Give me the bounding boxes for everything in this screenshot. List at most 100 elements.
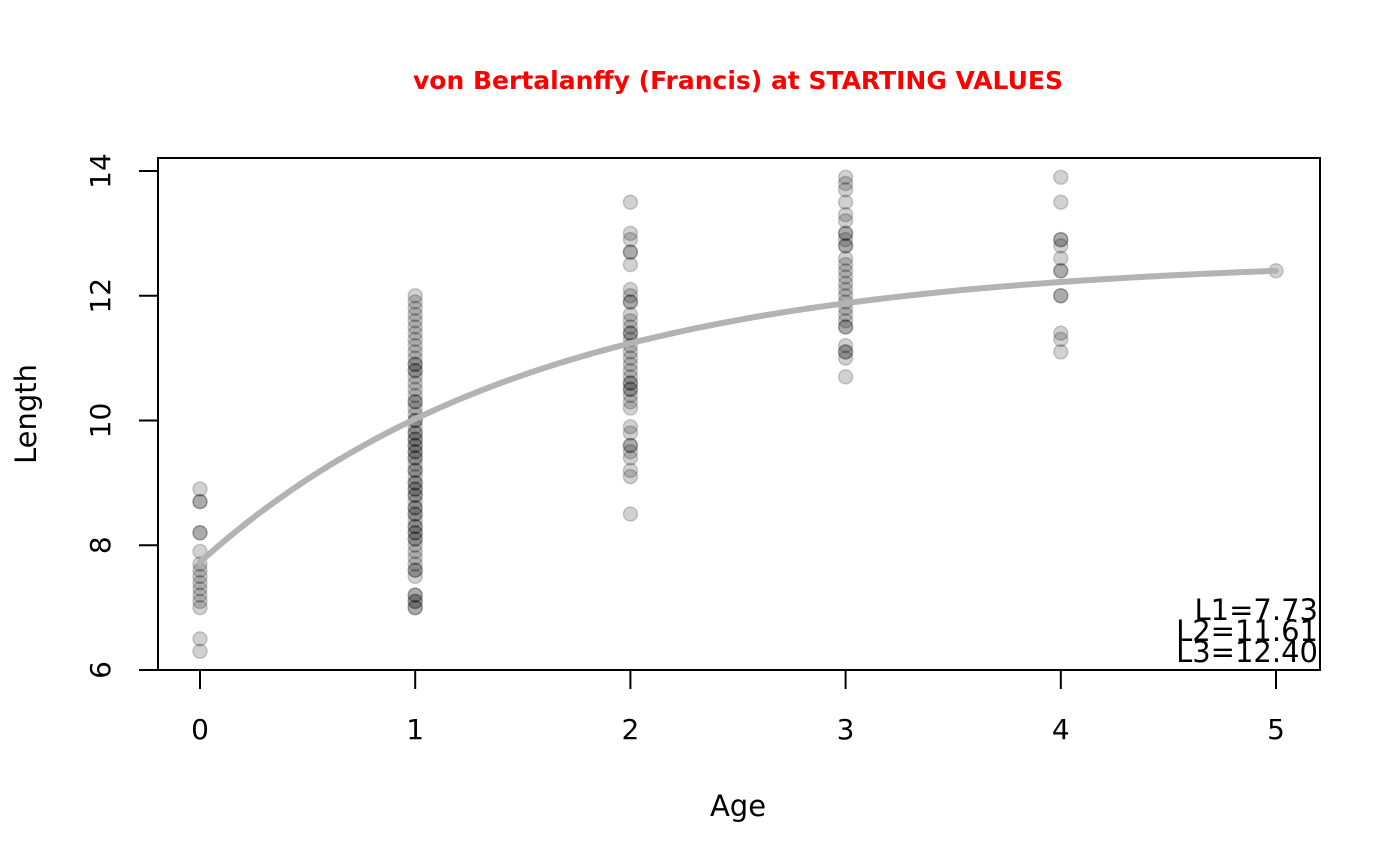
scatter-point xyxy=(407,587,423,603)
x-axis: 0 1 2 3 4 5 xyxy=(191,669,1285,746)
scatter-point xyxy=(837,231,854,248)
scatter-point xyxy=(1053,263,1069,279)
scatter-point xyxy=(837,306,854,323)
scatter-point xyxy=(407,481,423,497)
scatter-point xyxy=(407,437,423,454)
scatter-point xyxy=(622,450,639,466)
scatter-point xyxy=(622,506,639,522)
scatter-point xyxy=(622,356,639,373)
annotation-l3: L3=12.40 xyxy=(1176,635,1318,669)
scatter-point xyxy=(407,431,423,447)
scatter-point xyxy=(192,481,208,497)
scatter-point xyxy=(407,381,423,398)
scatter-point xyxy=(192,599,208,616)
scatter-point xyxy=(622,375,639,391)
scatter-point xyxy=(407,425,423,441)
scatter-point xyxy=(407,356,423,373)
scatter-point xyxy=(407,425,423,441)
scatter-point xyxy=(837,206,854,223)
scatter-point xyxy=(407,362,423,379)
scatter-point xyxy=(407,475,423,491)
scatter-point xyxy=(837,181,854,198)
scatter-point xyxy=(407,556,423,572)
scatter-point xyxy=(837,344,854,360)
plot-area-frame xyxy=(157,157,1321,671)
scatter-point xyxy=(1053,231,1069,248)
scatter-point xyxy=(407,475,423,491)
scatter-point xyxy=(837,275,854,292)
parameter-annotations: L1=7.73 L2=11.61 L3=12.40 xyxy=(1176,593,1318,669)
scatter-point xyxy=(622,400,639,416)
scatter-point xyxy=(622,281,639,298)
scatter-point xyxy=(407,325,423,341)
scatter-point xyxy=(1053,325,1069,341)
scatter-point xyxy=(837,312,854,329)
scatter-point xyxy=(407,337,423,354)
scatter-point xyxy=(407,362,423,379)
scatter-point xyxy=(622,381,639,398)
scatter-point xyxy=(407,387,423,404)
scatter-point xyxy=(407,450,423,466)
scatter-point xyxy=(837,319,854,335)
x-tick-label: 0 xyxy=(191,713,209,746)
scatter-point xyxy=(407,294,423,310)
scatter-point xyxy=(407,394,423,410)
x-tick-label: 5 xyxy=(1267,713,1285,746)
scatter-point xyxy=(407,506,423,522)
x-tick-label: 2 xyxy=(621,713,639,746)
scatter-point xyxy=(837,369,854,385)
scatter-point xyxy=(407,500,423,516)
scatter-point xyxy=(1053,250,1069,267)
scatter-point xyxy=(407,493,423,510)
scatter-point xyxy=(407,599,423,616)
scatter-point xyxy=(622,443,639,460)
scatter-points xyxy=(192,169,1284,660)
scatter-point xyxy=(407,543,423,560)
scatter-point xyxy=(837,194,854,210)
scatter-point xyxy=(622,394,639,410)
scatter-point xyxy=(407,587,423,603)
scatter-point xyxy=(1053,263,1069,279)
scatter-point xyxy=(407,531,423,547)
scatter-point xyxy=(407,481,423,497)
scatter-point xyxy=(1053,194,1069,210)
scatter-point xyxy=(407,468,423,485)
scatter-point xyxy=(407,400,423,416)
scatter-point xyxy=(192,593,208,610)
scatter-point xyxy=(407,344,423,360)
scatter-point xyxy=(622,362,639,379)
scatter-point xyxy=(622,381,639,398)
scatter-point xyxy=(622,350,639,366)
scatter-point xyxy=(407,369,423,385)
x-axis-title: Age xyxy=(710,789,766,823)
scatter-point xyxy=(837,337,854,354)
scatter-point xyxy=(1053,231,1069,248)
scatter-point xyxy=(622,319,639,335)
scatter-point xyxy=(192,574,208,591)
scatter-point xyxy=(407,462,423,479)
scatter-point xyxy=(192,568,208,585)
scatter-point xyxy=(192,493,208,510)
scatter-point xyxy=(407,443,423,460)
scatter-point xyxy=(837,344,854,360)
scatter-point xyxy=(622,256,639,273)
scatter-point xyxy=(192,631,208,647)
y-tick-label: 8 xyxy=(84,536,117,554)
scatter-point xyxy=(407,437,423,454)
scatter-point xyxy=(192,525,208,541)
annotation-l1: L1=7.73 xyxy=(1195,593,1318,627)
scatter-point xyxy=(407,599,423,616)
scatter-point xyxy=(407,518,423,535)
scatter-point xyxy=(1053,288,1069,304)
scatter-point xyxy=(407,443,423,460)
scatter-point xyxy=(407,593,423,610)
scatter-point xyxy=(407,593,423,610)
y-axis: 6 8 10 12 14 xyxy=(84,153,159,679)
scatter-point xyxy=(407,312,423,329)
scatter-point xyxy=(622,468,639,485)
scatter-point xyxy=(407,525,423,541)
scatter-point xyxy=(407,525,423,541)
scatter-point xyxy=(837,250,854,267)
scatter-point xyxy=(622,325,639,341)
